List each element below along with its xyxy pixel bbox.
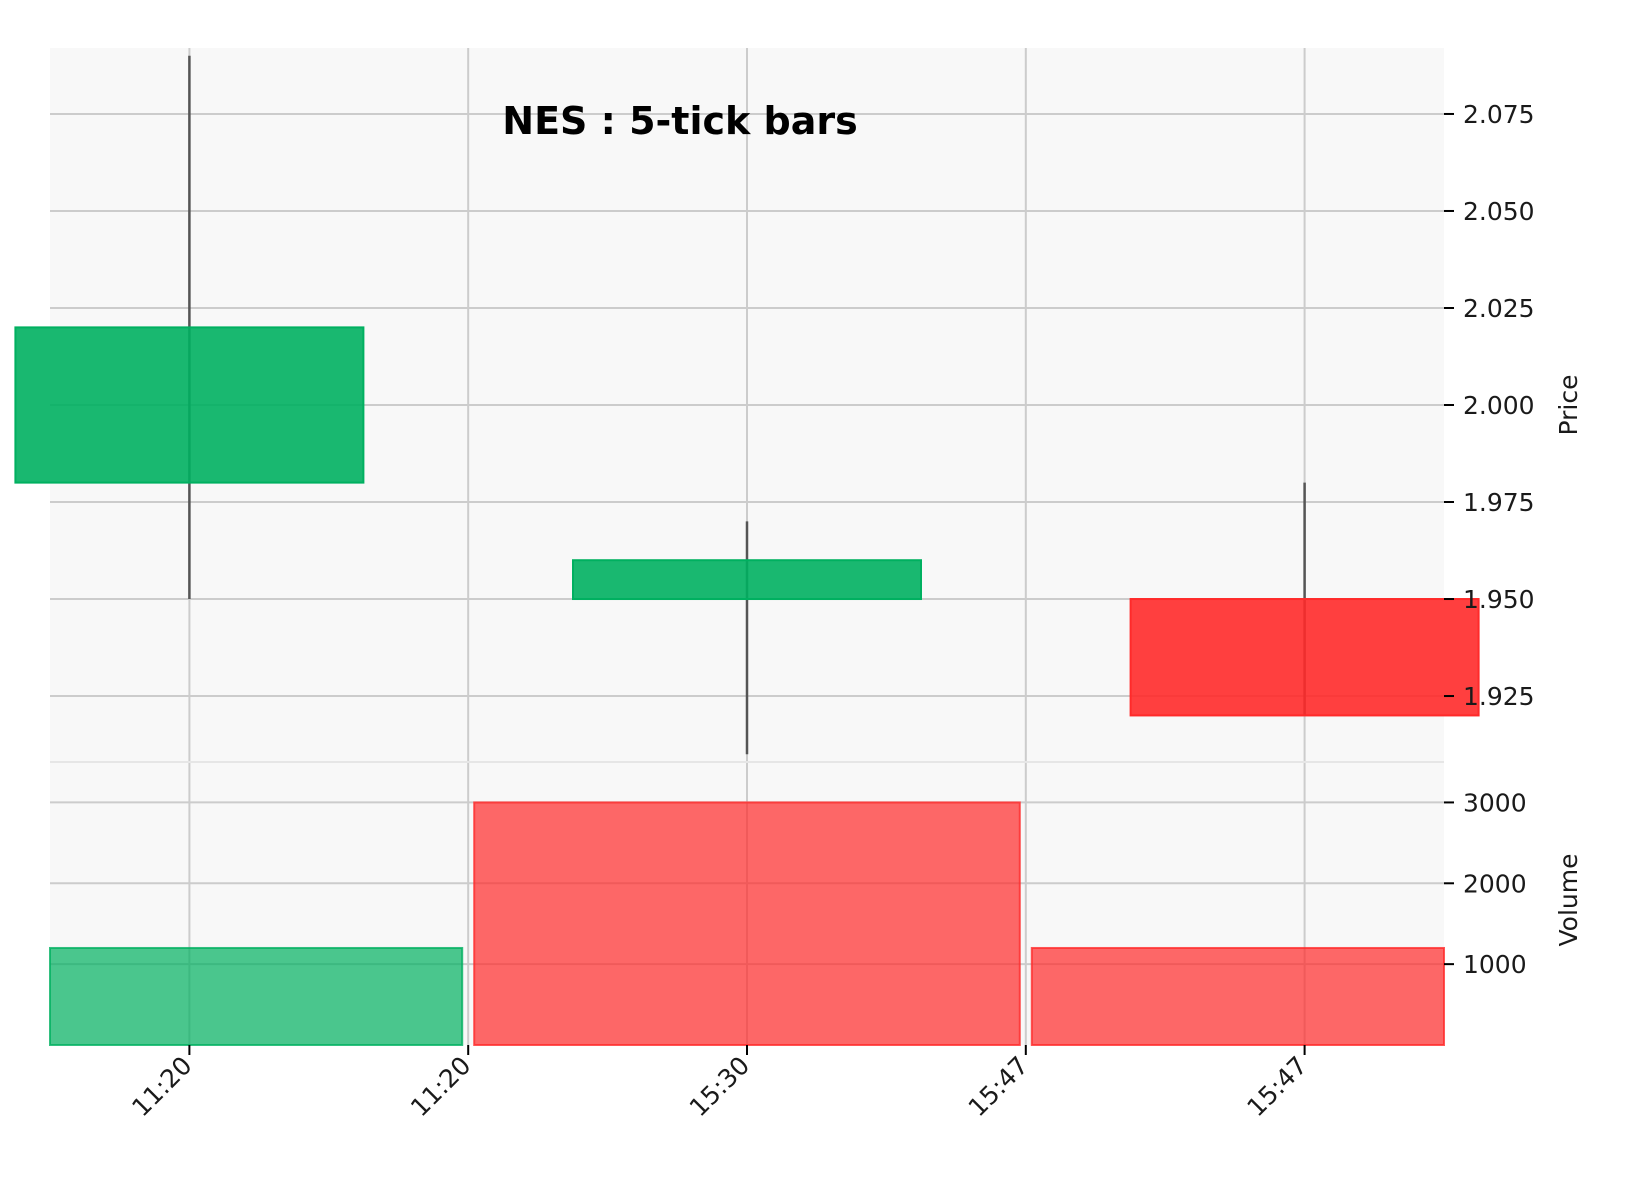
volume-panel [49,761,1446,1047]
x-axis: 11:20 11:20 15:30 15:47 15:47 [126,1045,1313,1122]
volume-bar [49,946,464,1047]
volume-tick-label: 1000 [1463,950,1527,979]
candle-body [572,559,922,601]
price-axis: 1.925 1.950 1.975 2.000 2.025 2.050 2.075 Price [1444,100,1583,711]
volume-bar [1030,946,1446,1047]
candle-body [14,326,365,484]
x-tick-label: 11:20 [126,1051,197,1122]
price-tick-label: 1.950 [1463,585,1535,614]
x-tick-label: 11:20 [405,1051,476,1122]
price-tick-label: 2.050 [1463,197,1535,226]
price-tick-label: 2.025 [1463,294,1535,323]
x-tick-label: 15:47 [1241,1051,1312,1122]
chart-title: NES : 5-tick bars [502,99,857,143]
volume-tick-label: 3000 [1463,788,1527,817]
price-axis-label: Price [1554,375,1583,436]
price-panel [14,48,1480,762]
volume-axis: 1000 2000 3000 Volume [1444,788,1583,979]
price-tick-label: 2.075 [1463,100,1535,129]
price-tick-label: 2.000 [1463,391,1535,420]
volume-bar [473,801,1021,1047]
price-tick-label: 1.925 [1463,682,1535,711]
candle-body [1129,598,1480,717]
volume-axis-label: Volume [1554,854,1583,947]
x-tick-label: 15:30 [684,1051,755,1122]
x-tick-label: 15:47 [963,1051,1034,1122]
price-tick-label: 1.975 [1463,488,1535,517]
volume-tick-label: 2000 [1463,869,1527,898]
